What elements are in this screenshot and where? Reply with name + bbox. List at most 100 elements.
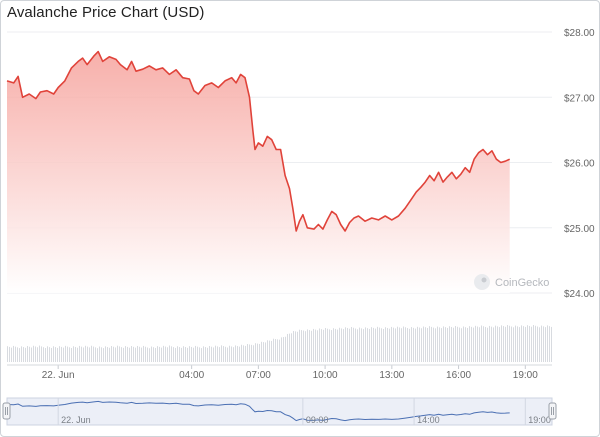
volume-bar xyxy=(245,345,246,362)
y-tick-label: $24.00 xyxy=(564,289,595,300)
volume-bar xyxy=(247,344,248,362)
volume-bar xyxy=(61,346,62,362)
volume-bar xyxy=(455,326,456,362)
volume-bar xyxy=(317,330,318,362)
volume-bar xyxy=(117,345,118,362)
volume-bar xyxy=(263,342,264,362)
volume-bar xyxy=(103,348,104,362)
volume-bar xyxy=(187,347,188,362)
watermark: CoinGecko xyxy=(474,274,549,290)
volume-bar xyxy=(327,328,328,362)
navigator[interactable]: 22. Jun 09:00 14:00 19:00 xyxy=(2,397,557,426)
volume-bar xyxy=(319,328,320,362)
volume-bar xyxy=(169,345,170,362)
volume-bar xyxy=(305,331,306,362)
x-axis-labels: 22. Jun 04:00 07:00 10:00 13:00 16:00 19:00 xyxy=(7,364,552,381)
volume-bar xyxy=(335,328,336,362)
volume-bar xyxy=(163,345,164,362)
volume-bar xyxy=(409,328,410,362)
volume-bar xyxy=(533,325,534,362)
volume-bars xyxy=(7,325,552,362)
volume-bar xyxy=(541,325,542,362)
volume-bar xyxy=(393,327,394,362)
volume-bar xyxy=(435,328,436,362)
volume-bar xyxy=(527,325,528,362)
volume-bar xyxy=(491,326,492,362)
volume-bar xyxy=(229,345,230,362)
volume-bar xyxy=(513,327,514,362)
volume-bar xyxy=(355,328,356,362)
volume-bar xyxy=(507,325,508,362)
volume-bar xyxy=(469,326,470,362)
volume-bar xyxy=(107,347,108,362)
volume-bar xyxy=(273,338,274,362)
volume-bar xyxy=(447,327,448,362)
volume-bar xyxy=(413,327,414,362)
volume-bar xyxy=(135,347,136,362)
volume-bar xyxy=(139,346,140,362)
volume-bar xyxy=(281,337,282,362)
volume-bar xyxy=(201,348,202,362)
volume-bar xyxy=(397,326,398,362)
volume-bar xyxy=(289,333,290,362)
volume-bar xyxy=(379,327,380,362)
volume-bar xyxy=(467,327,468,362)
volume-bar xyxy=(291,333,292,362)
volume-bar xyxy=(493,327,494,362)
volume-bar xyxy=(419,327,420,362)
volume-bar xyxy=(79,345,80,362)
volume-bar xyxy=(497,326,498,362)
volume-bar xyxy=(463,326,464,362)
volume-bar xyxy=(119,346,120,362)
navigator-right-handle[interactable] xyxy=(548,402,557,420)
volume-bar xyxy=(483,326,484,362)
volume-bar xyxy=(193,347,194,362)
volume-bar xyxy=(251,344,252,362)
navigator-left-handle[interactable] xyxy=(2,402,11,420)
volume-bar xyxy=(439,327,440,362)
volume-bar xyxy=(473,327,474,362)
volume-bar xyxy=(153,347,154,362)
volume-bar xyxy=(401,328,402,362)
volume-bar xyxy=(405,327,406,362)
x-tick-label: 19:00 xyxy=(513,370,538,381)
volume-bar xyxy=(537,326,538,362)
volume-bar xyxy=(427,327,428,362)
volume-bar xyxy=(311,330,312,362)
volume-bar xyxy=(475,325,476,362)
volume-bar xyxy=(503,326,504,362)
volume-bar xyxy=(457,326,458,362)
volume-bar xyxy=(165,346,166,362)
volume-bar xyxy=(83,347,84,362)
volume-bar xyxy=(517,326,518,362)
volume-bar xyxy=(255,343,256,362)
volume-bar xyxy=(275,339,276,362)
volume-bar xyxy=(481,325,482,362)
volume-bar xyxy=(443,326,444,362)
volume-bar xyxy=(349,328,350,362)
volume-bar xyxy=(299,329,300,362)
volume-bar xyxy=(501,325,502,362)
volume-bar xyxy=(505,326,506,362)
volume-bar xyxy=(143,345,144,362)
watermark-text: CoinGecko xyxy=(495,277,549,289)
volume-bar xyxy=(451,326,452,362)
volume-bar xyxy=(285,336,286,362)
navigator-series xyxy=(6,400,510,422)
volume-bar xyxy=(197,346,198,362)
volume-bar xyxy=(543,326,544,362)
volume-bar xyxy=(403,326,404,362)
volume-bar xyxy=(51,347,52,362)
volume-bar xyxy=(127,346,128,362)
volume-bar xyxy=(113,346,114,362)
volume-bar xyxy=(369,328,370,362)
volume-bar xyxy=(423,326,424,362)
navigator-tick-label: 19:00 xyxy=(528,415,551,425)
volume-bar xyxy=(293,330,294,362)
volume-bar xyxy=(137,345,138,362)
volume-bar xyxy=(357,329,358,362)
volume-bar xyxy=(261,341,262,362)
volume-bar xyxy=(239,346,240,362)
volume-bar xyxy=(175,347,176,362)
